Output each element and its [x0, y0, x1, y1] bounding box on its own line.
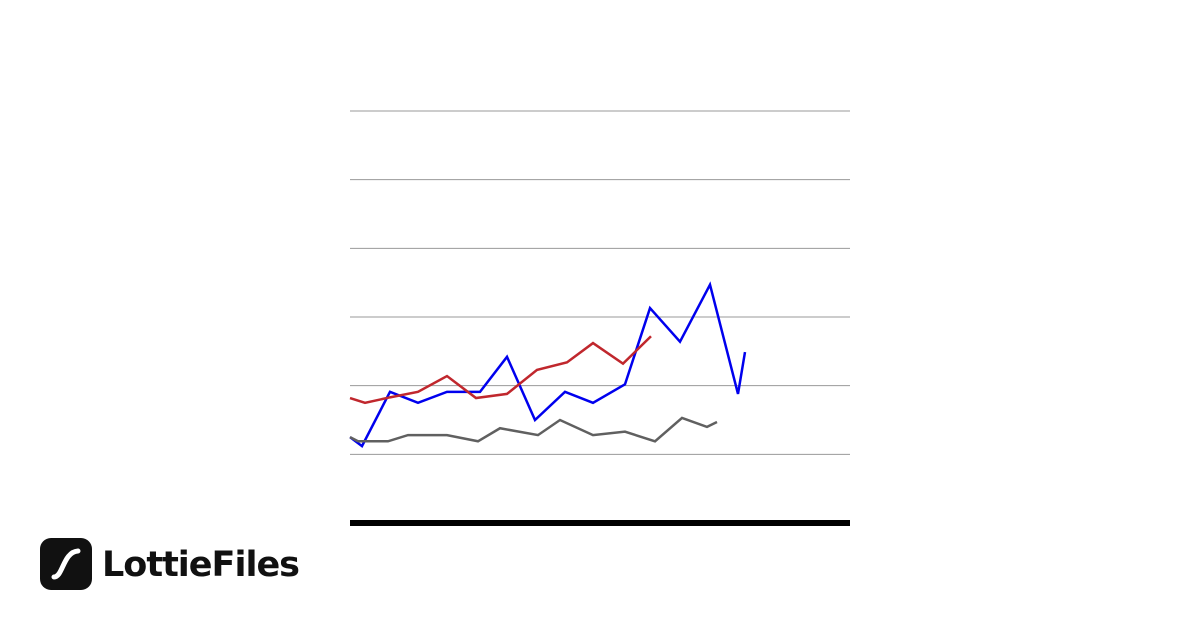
logo: LottieFiles — [40, 538, 300, 590]
data-line — [349, 416, 718, 443]
data-line — [349, 281, 747, 448]
brand-name: LottieFiles — [102, 545, 299, 585]
data-line — [349, 335, 652, 405]
logo-glyph — [51, 548, 81, 580]
chart — [349, 110, 850, 526]
